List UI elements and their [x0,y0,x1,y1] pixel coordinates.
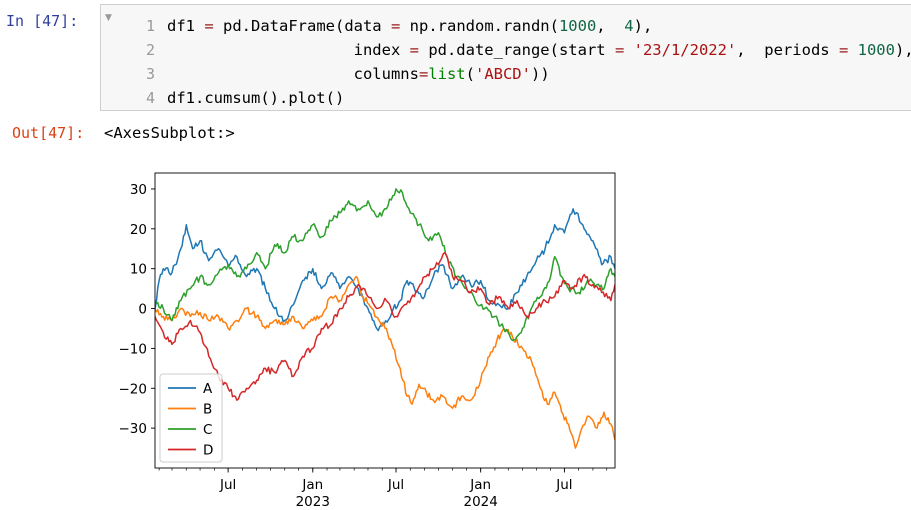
y-tick-label: −30 [119,421,148,437]
line-number: 1 [145,17,155,35]
x-tick-year-label: 2023 [296,494,330,510]
line-number: 4 [145,89,155,107]
code-token: = [204,17,214,35]
code-token: '23/1/2022' [633,41,737,59]
legend-label: B [203,402,212,418]
output-prompt: Out[47]: [12,124,85,142]
x-tick-label: Jul [555,477,572,493]
series-line-d [155,251,615,401]
x-tick-label: Jan [469,477,491,493]
series-line-a [155,208,615,332]
line-number: 2 [145,41,155,59]
code-line: columns=list('ABCD')) [167,62,911,86]
y-tick-label: −10 [119,341,148,357]
series-group [155,188,615,449]
code-token: = [390,17,401,35]
code-line: index = pd.date_range(start = '23/1/2022… [167,38,911,62]
series-line-c [155,188,615,342]
input-prompt: In [47]: [6,12,79,30]
code-token: , [596,17,625,35]
code-token: index [167,41,410,59]
output-text: <AxesSubplot:> [104,124,235,142]
y-tick-label: 20 [130,222,147,238]
code-cell[interactable]: ▼ 1 2 3 4 df1 = pd.DataFrame(data = np.r… [100,4,911,111]
code-token: )) [530,65,550,83]
code-token: columns [167,65,419,83]
code-token: 'ABCD' [474,65,531,83]
chart-legend: ABCD [159,373,223,463]
y-tick-label: 10 [130,262,147,278]
code-token: 4 [624,17,634,35]
code-token: np.random.randn( [400,17,559,35]
code-token: , periods [736,41,839,59]
code-token: 1000 [558,17,597,35]
code-token: ( [465,65,475,83]
code-token: = [418,65,429,83]
code-token: ), [633,17,653,35]
code-editor[interactable]: df1 = pd.DataFrame(data = np.random.rand… [167,14,911,110]
code-token: = [409,41,419,59]
code-token: df1 [167,17,205,35]
code-token: df1.cumsum().plot() [167,89,345,107]
code-line: df1.cumsum().plot() [167,86,911,110]
legend-label: A [203,381,213,397]
x-tick-year-label: 2024 [464,494,498,510]
y-tick-label: 30 [130,182,147,198]
legend-label: C [203,422,212,438]
y-tick-label: −20 [119,381,148,397]
line-number: 3 [145,65,155,83]
code-token: ), [894,41,911,59]
code-token: pd.date_range(start [418,41,615,59]
x-tick-label: Jul [387,477,404,493]
x-tick-label: Jan [301,477,323,493]
series-line-b [155,275,615,449]
legend-label: D [203,443,213,459]
code-token: 1000 [857,41,895,59]
code-token: pd.DataFrame(data [213,17,391,35]
code-token: = [838,41,849,59]
code-token: = [614,41,625,59]
legend-box [159,373,223,463]
plot-frame [154,172,616,469]
x-tick-label: Jul [219,477,236,493]
code-token: list [428,65,466,83]
y-tick-label: 0 [138,302,147,318]
code-line: df1 = pd.DataFrame(data = np.random.rand… [167,14,911,38]
collapse-arrow-icon[interactable]: ▼ [105,13,112,23]
line-number-gutter: 1 2 3 4 [115,14,155,110]
